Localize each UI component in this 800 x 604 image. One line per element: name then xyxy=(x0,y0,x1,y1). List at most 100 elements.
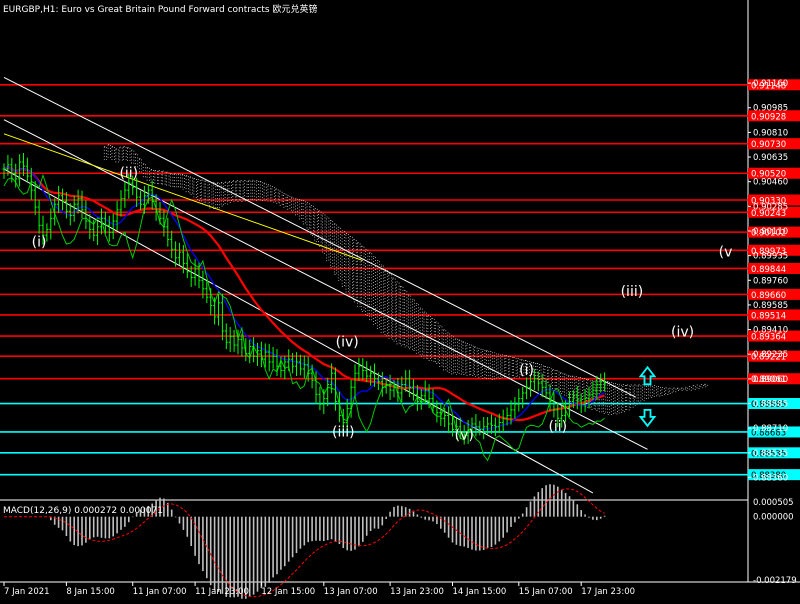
cloud-column xyxy=(291,196,295,213)
macd-signal-line xyxy=(4,488,605,598)
cloud-column xyxy=(103,146,107,161)
cloud-column xyxy=(454,337,458,375)
cloud-column xyxy=(552,369,556,390)
cloud-column xyxy=(337,226,341,281)
price-tick-label: 0.90285 xyxy=(753,202,788,212)
wave-label: (iii) xyxy=(332,425,355,441)
cloud-column xyxy=(415,303,419,354)
resistance-level-label: 0.90330 xyxy=(751,197,786,207)
cloud-column xyxy=(525,360,529,376)
cloud-column xyxy=(217,182,221,209)
signal-arrows xyxy=(638,365,657,428)
resistance-level-label: 0.91148 xyxy=(751,81,786,91)
cloud-column xyxy=(162,170,166,185)
chart-title: EURGBP,H1: Euro vs Great Britain Pound F… xyxy=(3,3,317,15)
cloud-column xyxy=(248,179,252,200)
cloud-column xyxy=(380,264,384,333)
cloud-column xyxy=(275,188,279,204)
wave-label: (i) xyxy=(519,363,534,379)
cloud-column xyxy=(240,180,244,203)
cloud-column xyxy=(259,181,263,201)
cloud-column xyxy=(341,230,345,287)
resistance-level-label: 0.90520 xyxy=(751,170,786,180)
cloud-column xyxy=(419,307,423,357)
cloud-column xyxy=(158,170,162,185)
cloud-column xyxy=(127,147,131,162)
resistance-level-label: 0.89514 xyxy=(751,311,786,321)
cloud-column xyxy=(618,383,622,414)
cloud-column xyxy=(376,260,380,329)
cloud-column xyxy=(236,180,240,202)
cloud-column xyxy=(201,179,205,204)
resistance-level-label: 0.89364 xyxy=(751,333,786,343)
macd-panel: 0.000505 0.000000 -0.002179 xyxy=(4,484,797,599)
cloud-column xyxy=(560,372,564,394)
cloud-column xyxy=(353,239,357,303)
resistance-level-label: 0.89061 xyxy=(751,375,786,385)
cloud-column xyxy=(645,384,649,399)
time-tick-label: 17 Jan 23:00 xyxy=(581,587,635,597)
cloud-column xyxy=(322,213,326,254)
wave-label: (iv) xyxy=(671,325,694,341)
cloud-column xyxy=(372,256,376,325)
cloud-column xyxy=(298,198,302,220)
cloud-column xyxy=(263,182,267,202)
price-tick-label: 0.89235 xyxy=(753,350,788,360)
channel-middle-line xyxy=(3,119,648,450)
price-tick-label: 0.89060 xyxy=(753,375,788,385)
time-tick-label: 15 Jan 07:00 xyxy=(519,587,573,597)
cloud-column xyxy=(431,317,435,362)
resistance-level-box xyxy=(748,330,800,342)
cloud-column xyxy=(681,387,685,391)
cloud-column xyxy=(661,387,665,396)
cloud-column xyxy=(501,354,505,379)
cloud-column xyxy=(209,181,213,209)
trend-line-yellow xyxy=(3,133,363,262)
cloud-column xyxy=(326,216,330,262)
cloud-column xyxy=(384,269,388,337)
cloud-column xyxy=(154,170,158,184)
cloud-column xyxy=(579,377,583,404)
macd-tick-label: 0.000505 xyxy=(753,498,794,508)
resistance-level-box xyxy=(748,288,800,300)
cloud-column xyxy=(528,361,532,376)
time-tick-label: 12 Jan 15:00 xyxy=(261,587,315,597)
cloud-column xyxy=(244,180,248,202)
cloud-column xyxy=(181,174,185,190)
cloud-column xyxy=(131,149,135,164)
time-tick-label: 8 Jan 15:00 xyxy=(66,587,114,597)
price-axis: 0.91160 0.90985 0.90810 0.90635 0.90460 0.902… xyxy=(748,79,788,483)
price-tick-label: 0.90635 xyxy=(753,153,788,163)
resistance-level-label: 0.89973 xyxy=(751,247,786,257)
cloud-column xyxy=(170,172,174,187)
support-level-label: 0.88683 xyxy=(751,428,786,438)
time-tick-label: 11 Jan 23:00 xyxy=(195,587,249,597)
cloud-column xyxy=(540,364,544,383)
support-level-box xyxy=(748,469,800,481)
resistance-level-box xyxy=(748,262,800,274)
resistance-level-box xyxy=(748,194,800,206)
cloud-column xyxy=(497,353,501,379)
cloud-column xyxy=(649,384,653,398)
cloud-column xyxy=(178,173,182,188)
cloud-column xyxy=(404,290,408,348)
cloud-column xyxy=(466,343,470,376)
cloud-column xyxy=(166,171,170,186)
cloud-column xyxy=(408,294,412,350)
down-arrow-icon xyxy=(638,408,657,428)
channel-upper-line xyxy=(3,77,637,398)
resistance-level-box xyxy=(748,79,800,91)
cloud-column xyxy=(450,335,454,375)
cloud-column xyxy=(400,286,404,347)
resistance-level-box xyxy=(748,350,800,362)
cloud-column xyxy=(435,321,439,364)
cloud-column xyxy=(213,182,217,209)
resistance-level-label: 0.90730 xyxy=(751,140,786,150)
time-axis: 7 Jan 2021 8 Jan 15:00 11 Jan 07:00 11 Jan … xyxy=(3,582,635,597)
cloud-column xyxy=(482,349,486,379)
cloud-column xyxy=(302,200,306,225)
cloud-column xyxy=(193,178,197,198)
cloud-column xyxy=(232,180,236,202)
